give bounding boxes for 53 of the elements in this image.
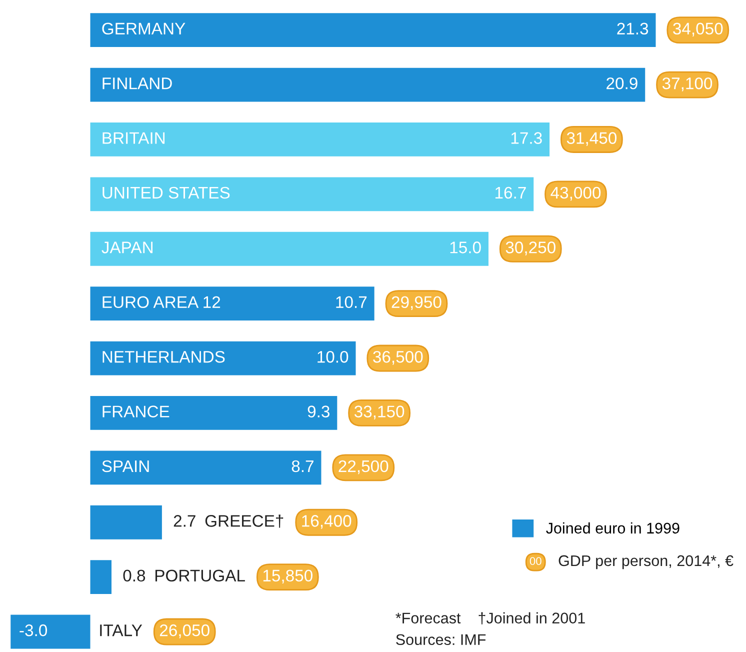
y-tick-label: BRITAIN	[102, 132, 165, 144]
bar	[90, 450, 322, 485]
data-label: 2.7	[174, 515, 196, 527]
data-label: 10.0	[318, 350, 348, 363]
data-label: 21.3	[617, 22, 648, 35]
bar	[90, 505, 162, 540]
data-label: 17.3	[511, 132, 542, 144]
y-tick-label: NETHERLANDS	[102, 350, 225, 363]
annotation: 43,000	[550, 186, 601, 201]
y-tick-label: UNITED STATES	[102, 186, 230, 199]
annotation: GDP per person, 2014*, €	[558, 555, 734, 570]
bar	[90, 177, 534, 212]
y-tick-label: EURO AREA 12	[102, 296, 220, 308]
y-tick-label: SPAIN	[102, 460, 149, 472]
annotation: 29,950	[392, 296, 442, 310]
annotation: 31,450	[566, 132, 617, 146]
y-tick-label: GREECE†	[205, 514, 284, 528]
data-label: -3.0	[20, 624, 48, 636]
y-tick-label: ITALY	[100, 624, 142, 636]
data-label: 8.7	[292, 460, 314, 472]
bar	[10, 614, 90, 649]
annotation: 22,500	[338, 460, 388, 474]
annotation: *Forecast †Joined in 2001	[396, 612, 585, 624]
annotation: 36,500	[373, 350, 423, 365]
data-label: 0.8	[123, 570, 146, 582]
bar	[90, 286, 374, 321]
y-tick-label: FINLAND	[102, 78, 172, 90]
data-label: 15.0	[450, 242, 481, 254]
annotation: 34,050	[673, 22, 723, 37]
annotation: 30,250	[506, 242, 556, 256]
data-label: 9.3	[308, 406, 330, 418]
annotation: 16,400	[302, 515, 352, 529]
y-tick-label: FRANCE	[102, 406, 170, 418]
bar	[90, 13, 656, 48]
annotation: 33,150	[354, 406, 404, 420]
annotation: 37,100	[662, 77, 712, 92]
annotation: 26,050	[160, 624, 210, 638]
bar	[90, 68, 646, 102]
annotation: 00	[530, 557, 542, 566]
bar	[90, 341, 356, 376]
y-tick-label: PORTUGAL	[155, 570, 245, 582]
bar	[90, 122, 550, 156]
bar	[90, 396, 338, 430]
y-tick-label: GERMANY	[102, 22, 186, 35]
data-label: 10.7	[336, 296, 367, 308]
data-label: 20.9	[606, 77, 638, 90]
legend-label: Joined euro in 1999	[546, 522, 680, 534]
annotation: 15,850	[263, 570, 312, 584]
bar	[90, 560, 112, 594]
annotation: Sources: IMF	[396, 634, 486, 646]
bar	[90, 232, 488, 266]
data-label: 16.7	[496, 186, 526, 199]
y-tick-label: JAPAN	[102, 242, 153, 254]
